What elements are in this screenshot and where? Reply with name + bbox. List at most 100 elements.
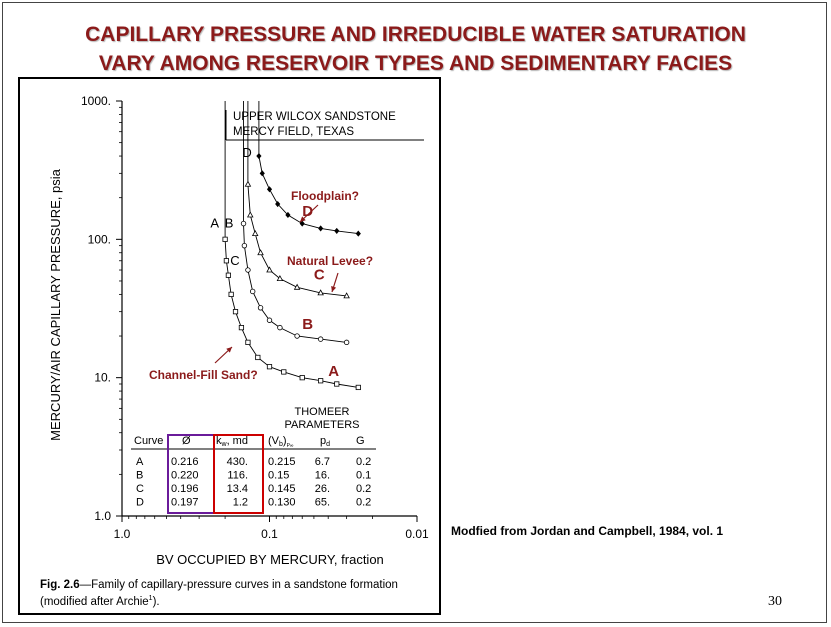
data-point-square [228,291,234,297]
chart-subtitle: MERCY FIELD, TEXAS [233,126,354,138]
table-cell-porosity: 0.220 [171,470,199,482]
table-cell-curve: B [136,470,143,482]
curve-label-d: D [242,145,251,160]
data-point-circle [249,288,256,295]
y-tick-label: 10. [94,371,111,385]
data-point-circle [240,220,247,227]
table-header-g: G [356,435,365,447]
data-point-square [222,236,228,242]
data-point-circle [266,317,273,323]
x-tick-label: 0.01 [405,527,429,541]
data-point-triangle [244,180,252,187]
slide-number: 30 [768,594,782,609]
data-point-circle [241,242,248,249]
data-point-triangle [251,229,259,237]
data-point-square [225,272,231,278]
data-point-triangle [343,292,350,299]
data-point-diamond [334,227,340,235]
data-point-square [318,378,324,384]
table-header-curve: Curve [134,435,163,447]
figure-box [18,77,441,615]
table-cell-pd: 26. [315,483,330,495]
annotation-arrowhead [300,216,306,222]
table-header-vb: (Vb)P∞ [268,435,294,449]
table-cell-permeability: 1.2 [233,497,248,509]
annotation-natural-levee: Natural Levee? [287,254,373,293]
annotation-channel-fill-sand: Channel-Fill Sand? [149,346,258,382]
table-row: D 0.197 1.2 0.130 65. 0.2 [136,497,371,509]
annotation-arrowhead [331,286,337,292]
table-row: C 0.196 13.4 0.145 26. 0.2 [136,483,371,495]
table-header-k: kw, md [216,435,248,448]
table-header-porosity: Ø [182,435,191,447]
data-point-square [281,369,287,375]
series-line [224,239,359,388]
table-cell-permeability: 13.4 [227,483,248,495]
table-cell-pd: 16. [315,470,330,482]
table-cell-curve: D [136,497,144,509]
table-cell-pd: 65. [315,497,330,509]
table-cell-vb: 0.145 [268,483,296,495]
table-cell-porosity: 0.197 [171,497,199,509]
data-point-square [255,354,261,361]
data-point-triangle [317,289,324,296]
annotation-text: Natural Levee? [287,254,373,268]
data-point-square [334,381,340,387]
data-point-circle [257,305,264,311]
table-cell-permeability: 430. [227,456,248,468]
table-cell-g: 0.2 [356,456,371,468]
data-point-triangle [293,283,301,290]
data-point-square [299,375,305,381]
series-c [244,101,350,299]
series-line [243,223,347,343]
slide-title-line-2: VARY AMONG RESERVOIR TYPES AND SEDIMENTA… [98,52,733,75]
table-cell-permeability: 116. [227,470,248,482]
x-axis-label: BV OCCUPIED BY MERCURY, fraction [156,552,384,567]
facies-label-b: B [302,316,313,333]
source-note: Modfied from Jordan and Campbell, 1984, … [451,524,724,538]
series-a [222,101,361,391]
caption-end: ). [152,595,160,608]
slide-title: CAPILLARY PRESSURE AND IRREDUCIBLE WATER… [0,20,831,78]
curve-label-b: B [225,216,234,231]
table-row: A 0.216 430. 0.215 6.7 0.2 [136,456,371,468]
data-point-triangle [266,266,273,273]
data-point-diamond [259,170,265,177]
y-axis-label: MERCURY/AIR CAPILLARY PRESSURE, psia [48,168,63,440]
data-point-circle [317,336,324,342]
data-point-diamond [266,186,273,193]
caption-label: Fig. 2.6 [40,579,80,591]
table-cell-curve: A [136,456,144,468]
curve-label-c: C [230,253,239,268]
chart-title: UPPER WILCOX SANDSTONE [233,111,396,123]
y-tick-label: 1.0 [94,509,111,523]
series-d [256,101,361,237]
y-tick-label: 100. [88,232,111,246]
curve-label-a: A [210,216,219,231]
data-point-circle [343,339,350,346]
x-tick-label: 1.0 [114,527,131,541]
data-point-diamond [355,230,361,237]
facies-label-d: D [302,203,313,220]
table-cell-porosity: 0.216 [171,456,199,468]
table-cell-vb: 0.215 [268,456,296,468]
y-tick-label: 1000. [81,94,111,108]
data-point-triangle [276,274,284,282]
annotation-arrowhead [226,347,232,353]
data-point-triangle [257,249,264,256]
data-point-circle [277,324,283,331]
data-point-square [245,339,251,345]
table-cell-curve: C [136,483,144,495]
caption-text: —Family of capillary-pressure curves in … [40,579,398,608]
data-point-diamond [318,225,324,232]
data-point-square [232,309,239,315]
data-point-triangle [247,211,254,218]
data-point-square [355,384,361,391]
table-cell-vb: 0.15 [268,470,289,482]
table-header-pd: pd [320,435,330,448]
data-point-square [223,258,229,264]
data-point-diamond [256,152,262,160]
